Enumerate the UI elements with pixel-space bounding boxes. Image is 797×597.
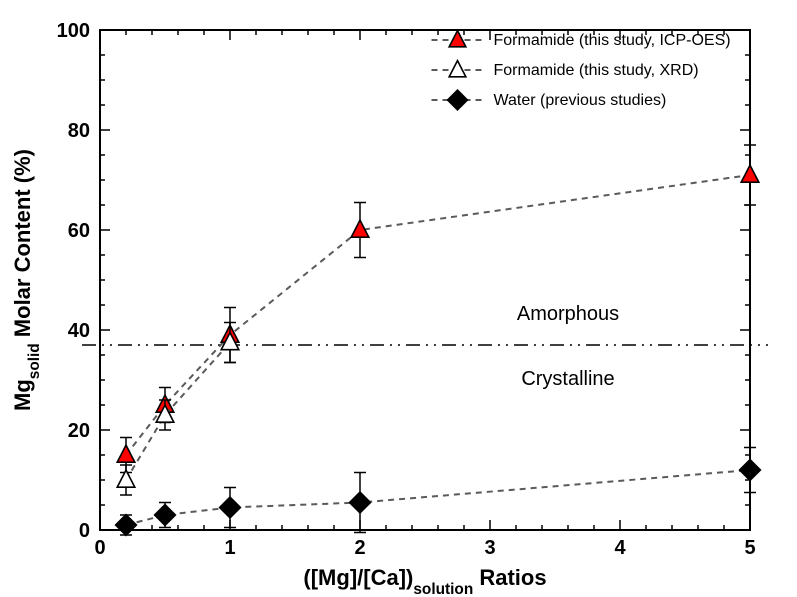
x-tick-label: 5	[744, 537, 755, 559]
x-tick-label: 3	[484, 537, 495, 559]
y-tick-label: 20	[68, 420, 90, 442]
legend-label-form_icp: Formamide (this study, ICP-OES)	[494, 32, 731, 49]
x-tick-label: 4	[614, 537, 626, 559]
x-tick-label: 0	[94, 537, 105, 559]
x-tick-label: 2	[354, 537, 365, 559]
y-tick-label: 80	[68, 120, 90, 142]
zone-label-amorphous: Amorphous	[517, 303, 619, 325]
y-tick-label: 0	[79, 520, 90, 542]
chart-container: 012345020406080100([Mg]/[Ca])solution Ra…	[0, 0, 797, 597]
legend-label-form_xrd: Formamide (this study, XRD)	[494, 62, 699, 79]
x-tick-label: 1	[224, 537, 235, 559]
chart-svg: 012345020406080100([Mg]/[Ca])solution Ra…	[0, 0, 797, 597]
y-tick-label: 100	[57, 20, 90, 42]
y-tick-label: 60	[68, 220, 90, 242]
zone-label-crystalline: Crystalline	[521, 368, 614, 390]
y-tick-label: 40	[68, 320, 90, 342]
legend-label-water_prev: Water (previous studies)	[494, 92, 667, 109]
